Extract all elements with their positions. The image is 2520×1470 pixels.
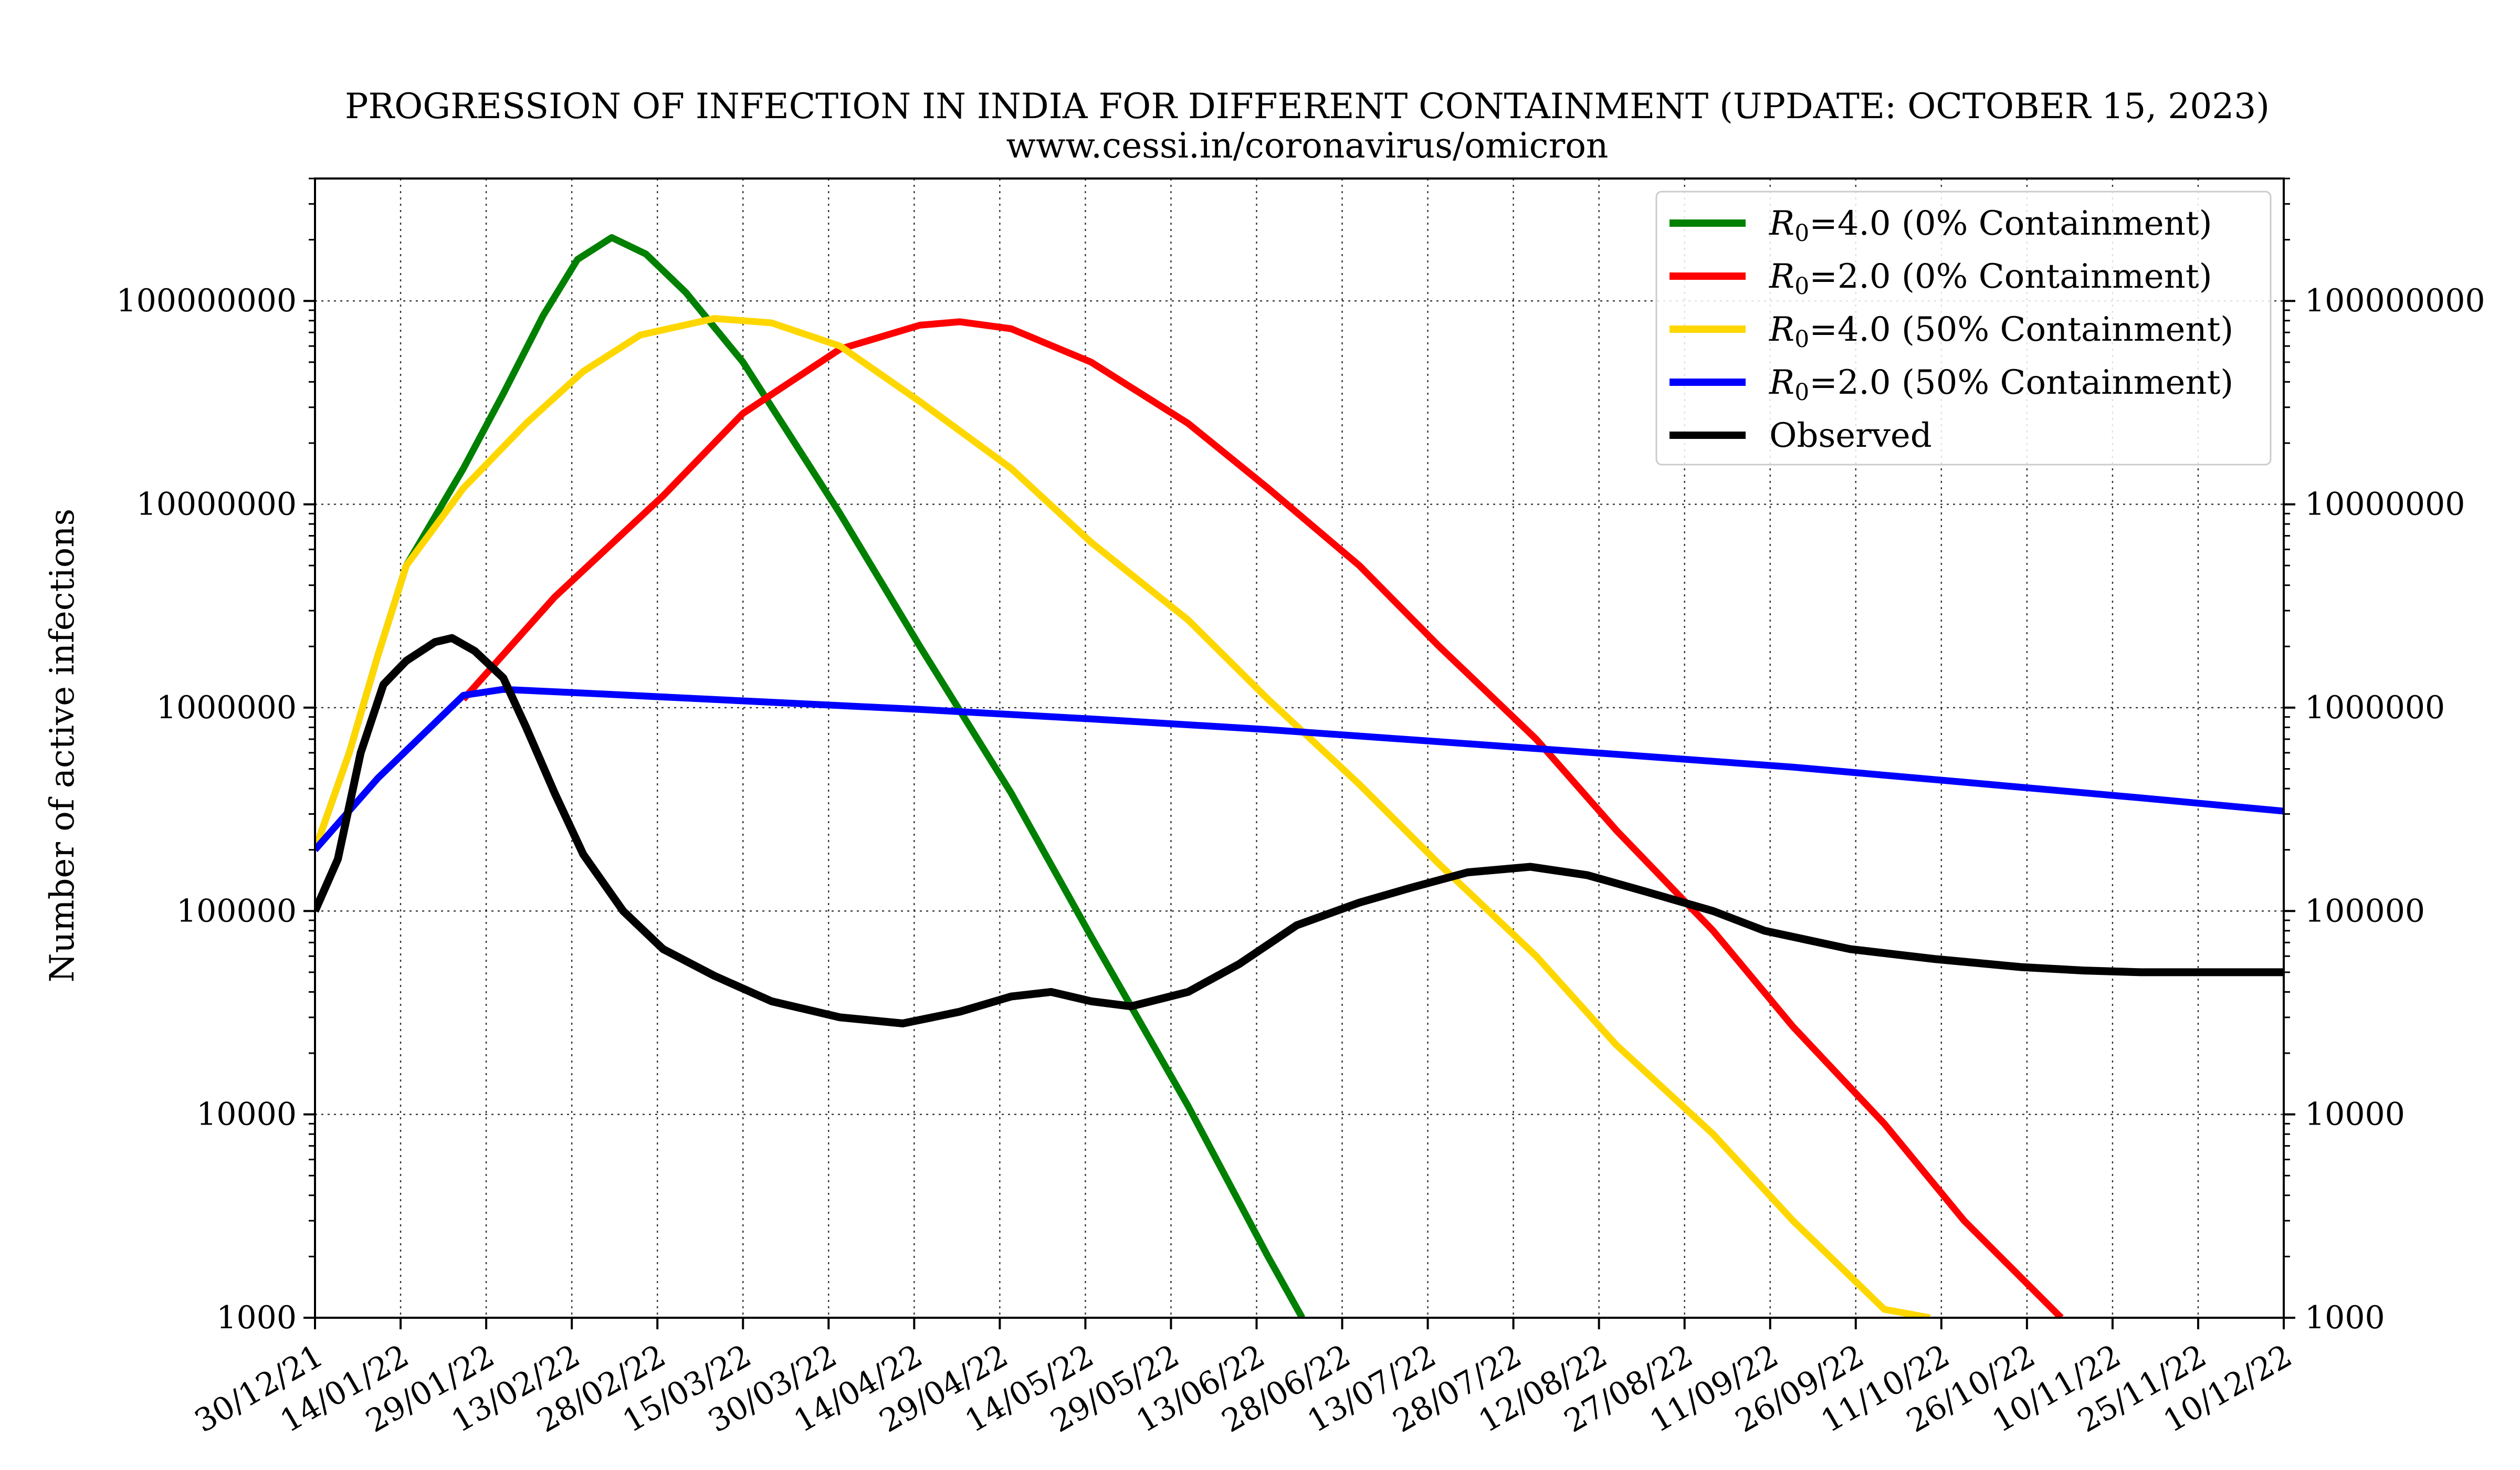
legend-label: R0=4.0 (50% Containment)	[1769, 310, 2233, 353]
y-tick-label-left: 10000000	[136, 486, 297, 523]
legend-label: Observed	[1769, 416, 1932, 455]
legend-label: R0=2.0 (0% Containment)	[1769, 257, 2212, 300]
legend-label: R0=2.0 (50% Containment)	[1769, 363, 2233, 406]
y-tick-label-left: 100000000	[116, 282, 297, 319]
legend: R0=4.0 (0% Containment) R0=2.0 (0% Contai…	[1655, 191, 2272, 466]
chart-title: PROGRESSION OF INFECTION IN INDIA FOR DI…	[345, 86, 2270, 127]
series-line-r-0-4-0-50-containment	[315, 315, 1931, 1318]
y-tick-label-left: 1000000	[156, 689, 297, 726]
y-tick-label-right: 1000000	[2305, 689, 2445, 726]
series-line-observed	[315, 634, 2284, 1027]
y-tick-label-left: 100000	[176, 892, 297, 929]
y-tick-label-right: 10000	[2305, 1096, 2405, 1133]
y-tick-label-left: 1000	[216, 1299, 297, 1336]
y-tick-label-right: 10000000	[2305, 486, 2465, 523]
series-line-r-0-2-0-50-containment	[315, 686, 2284, 852]
y-tick-label-right: 1000	[2305, 1299, 2385, 1336]
legend-label: R0=4.0 (0% Containment)	[1769, 204, 2212, 247]
series-lines	[315, 234, 2284, 1318]
series-line-r-0-2-0-0-containment	[460, 318, 2064, 1318]
y-tick-label-right: 100000000	[2305, 282, 2485, 319]
chart-subtitle: www.cessi.in/coronavirus/omicron	[1006, 125, 1609, 166]
y-axis-label: Number of active infections	[43, 509, 82, 983]
y-tick-label-left: 10000	[196, 1096, 297, 1133]
y-tick-label-right: 100000	[2305, 892, 2425, 929]
plot-frame	[314, 177, 2285, 1319]
legend-box	[1655, 191, 2272, 466]
